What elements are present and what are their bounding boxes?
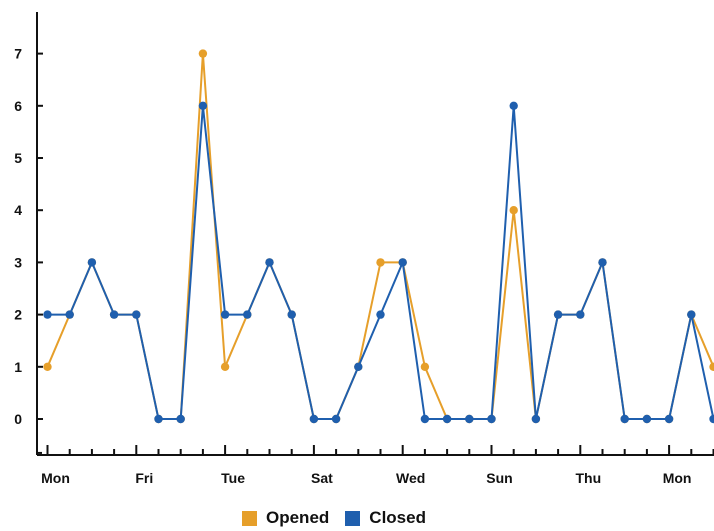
y-tick-label: 0 [14, 411, 22, 427]
legend-label-opened: Opened [266, 508, 330, 527]
legend-item-closed[interactable]: Closed [345, 508, 426, 528]
data-point-closed [487, 414, 496, 424]
data-point-closed [509, 101, 518, 111]
data-point-closed [132, 310, 141, 319]
legend-swatch-opened [242, 510, 257, 526]
data-point-closed [376, 310, 385, 319]
data-point-opened [43, 362, 52, 371]
data-point-closed [154, 414, 163, 424]
data-point-closed [287, 310, 296, 319]
data-point-closed [620, 414, 629, 424]
x-tick-label: Wed [396, 470, 425, 486]
x-tick-label: Sun [486, 470, 512, 486]
data-point-opened [376, 258, 385, 267]
data-point-closed [198, 101, 208, 111]
data-point-closed [687, 310, 696, 319]
y-tick-label: 2 [14, 307, 22, 323]
data-point-closed [442, 414, 452, 424]
legend-item-opened[interactable]: Opened [242, 508, 329, 528]
data-point-closed [398, 258, 407, 267]
data-point-closed [220, 310, 230, 319]
x-tick-label: Fri [135, 470, 153, 486]
x-axis: Mon Fri Tue Sat Wed Sun Thu Mon [37, 445, 714, 486]
data-point-closed [531, 414, 541, 424]
data-point-closed [43, 310, 52, 319]
data-point-opened [509, 206, 518, 215]
series-closed [43, 101, 714, 424]
x-tick-label: Thu [575, 470, 601, 486]
y-tick-label: 5 [14, 150, 22, 166]
data-point-closed [642, 414, 652, 424]
y-tick-label: 1 [14, 359, 22, 375]
y-tick-label: 4 [14, 202, 22, 218]
x-tick-label: Tue [221, 470, 245, 486]
legend-label-closed: Closed [369, 508, 426, 527]
data-point-closed [176, 414, 185, 424]
data-point-closed [331, 414, 341, 424]
data-point-opened [220, 362, 230, 371]
data-point-opened [709, 362, 714, 371]
y-tick-label: 6 [14, 98, 22, 114]
y-axis: 0 1 2 3 4 5 6 7 [14, 12, 43, 455]
data-point-closed [87, 258, 97, 267]
data-point-closed [465, 414, 474, 424]
series-opened [43, 49, 714, 424]
x-tick-label: Sat [311, 470, 333, 486]
data-point-opened [198, 49, 208, 58]
y-tick-label: 3 [14, 254, 22, 270]
data-point-closed [265, 258, 274, 267]
y-tick-label: 7 [14, 46, 22, 62]
data-point-closed [420, 414, 430, 424]
x-tick-label: Mon [663, 470, 692, 486]
data-point-closed [354, 362, 363, 371]
data-point-closed [664, 414, 674, 424]
data-point-closed [65, 310, 74, 319]
data-point-closed [576, 310, 585, 319]
series-layer [43, 49, 714, 424]
data-point-closed [553, 310, 563, 319]
data-point-closed [709, 414, 714, 424]
data-point-closed [109, 310, 119, 319]
legend-swatch-closed [345, 510, 361, 526]
x-tick-label: Mon [41, 470, 70, 486]
data-point-closed [309, 414, 319, 424]
data-point-closed [598, 258, 607, 267]
data-point-closed [243, 310, 252, 319]
data-point-opened [420, 362, 430, 371]
legend: Opened Closed [242, 508, 442, 528]
